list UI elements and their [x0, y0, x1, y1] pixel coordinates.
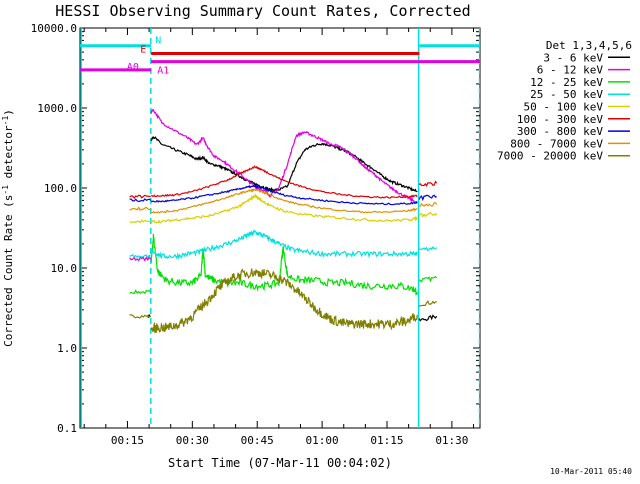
series-5	[150, 165, 418, 199]
post-attenuator-segment	[418, 275, 438, 283]
plot-frame	[79, 27, 481, 429]
legend-label: 6 - 12 keV	[537, 64, 604, 77]
svg-text:Corrected Count Rate (s-1 dete: Corrected Count Rate (s-1 detector-1)	[1, 109, 15, 347]
series-7	[151, 188, 418, 214]
x-tick-label: 00:45	[241, 434, 274, 447]
pre-attenuator-segment	[129, 194, 151, 200]
legend-label: 100 - 300 keV	[517, 113, 603, 126]
y-tick-label: 1000.0	[37, 102, 77, 115]
pre-attenuator-segment	[129, 289, 152, 295]
legend-label: 800 - 7000 keV	[510, 137, 603, 150]
y-tick-label: 1.0	[57, 342, 77, 355]
series-8	[150, 268, 418, 334]
legend-label: 3 - 6 keV	[543, 51, 603, 64]
y-tick-label: 10.0	[51, 262, 78, 275]
post-attenuator-segment	[418, 300, 437, 307]
footer-timestamp: 10-Mar-2011 05:40	[550, 467, 632, 476]
chart-title: HESSI Observing Summary Count Rates, Cor…	[55, 2, 470, 20]
legend-title: Det 1,3,4,5,6	[546, 39, 632, 52]
series-4	[150, 193, 418, 224]
series-6	[150, 184, 418, 206]
y-axis-label-main: Corrected Count Rate (s	[2, 195, 15, 347]
post-attenuator-segment	[418, 211, 438, 218]
x-axis-label: Start Time (07-Mar-11 00:04:02)	[168, 456, 392, 470]
x-tick-label: 01:30	[435, 434, 468, 447]
pre-attenuator-segment	[129, 314, 152, 319]
y-tick-label: 10000.0	[31, 22, 77, 35]
y-axis-label-sup2: -1	[1, 116, 10, 126]
state-bar-label: A0	[127, 62, 139, 73]
state-bar-label: E	[140, 45, 146, 56]
state-bar-label: N	[155, 36, 161, 47]
pre-attenuator-segment	[129, 198, 152, 203]
post-attenuator-segment	[418, 246, 438, 252]
pre-attenuator-segment	[129, 256, 152, 262]
pre-attenuator-segment	[129, 206, 152, 212]
post-attenuator-segment	[418, 180, 438, 188]
y-axis-label: Corrected Count Rate (s-1 detector-1)	[1, 109, 15, 347]
y-tick-label: 0.1	[57, 422, 77, 435]
x-tick-label: 00:15	[111, 434, 144, 447]
plot-area: 0.1 1.0 10.0 100.0 1000.0 10000.0 00:15 00:30 00…	[31, 22, 481, 447]
legend-label: 300 - 800 keV	[517, 125, 603, 138]
pre-attenuator-segment	[129, 254, 152, 259]
series-0	[150, 136, 418, 194]
y-axis-label-end: )	[2, 109, 15, 116]
pre-attenuator-segment	[129, 219, 151, 224]
x-tick-label: 00:30	[176, 434, 209, 447]
plot-clip-group	[80, 28, 480, 428]
legend-label: 12 - 25 keV	[530, 76, 603, 89]
post-attenuator-segment	[418, 314, 438, 322]
y-axis-label-mid: detector	[2, 125, 15, 185]
series-3	[150, 229, 418, 261]
legend-label: 7000 - 20000 keV	[497, 150, 603, 163]
x-tick-label: 01:15	[370, 434, 403, 447]
y-axis-label-sup1: -1	[1, 185, 10, 195]
legend-label: 25 - 50 keV	[530, 88, 603, 101]
y-tick-label: 100.0	[44, 182, 77, 195]
x-tick-label: 01:00	[306, 434, 339, 447]
post-attenuator-segment	[418, 202, 438, 208]
series-1	[150, 108, 418, 204]
series-2	[150, 233, 418, 296]
legend-label: 50 - 100 keV	[524, 101, 604, 114]
state-bar-label: A1	[157, 66, 169, 77]
post-attenuator-segment	[418, 194, 437, 202]
